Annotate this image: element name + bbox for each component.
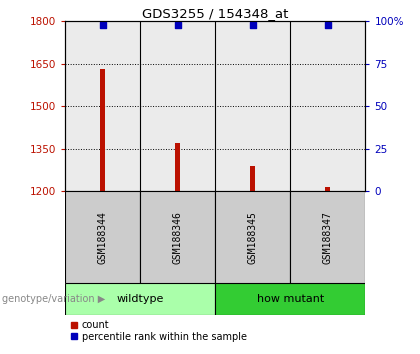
Bar (175, 143, 180, 191)
Text: genotype/variation ▶: genotype/variation ▶ (2, 294, 105, 304)
Bar (140, 191, 215, 283)
Point (325, 22, 331, 28)
Bar (325, 187, 331, 191)
Bar (250, 166, 255, 191)
Point (249, 22, 256, 28)
Text: how mutant: how mutant (257, 294, 324, 304)
Bar (100, 69, 105, 191)
Text: wildtype: wildtype (116, 294, 164, 304)
Point (174, 22, 181, 28)
Bar (215, 191, 290, 283)
Point (99, 22, 106, 28)
Text: GSM188344: GSM188344 (97, 211, 108, 264)
Bar (215, 283, 365, 315)
Title: GDS3255 / 154348_at: GDS3255 / 154348_at (142, 7, 289, 20)
Text: GSM188347: GSM188347 (323, 211, 333, 264)
Legend: count, percentile rank within the sample: count, percentile rank within the sample (70, 320, 247, 342)
Text: GSM188346: GSM188346 (173, 211, 183, 264)
Bar (290, 191, 365, 283)
Bar (65, 283, 215, 315)
Text: GSM188345: GSM188345 (248, 211, 258, 264)
Bar (65, 191, 140, 283)
